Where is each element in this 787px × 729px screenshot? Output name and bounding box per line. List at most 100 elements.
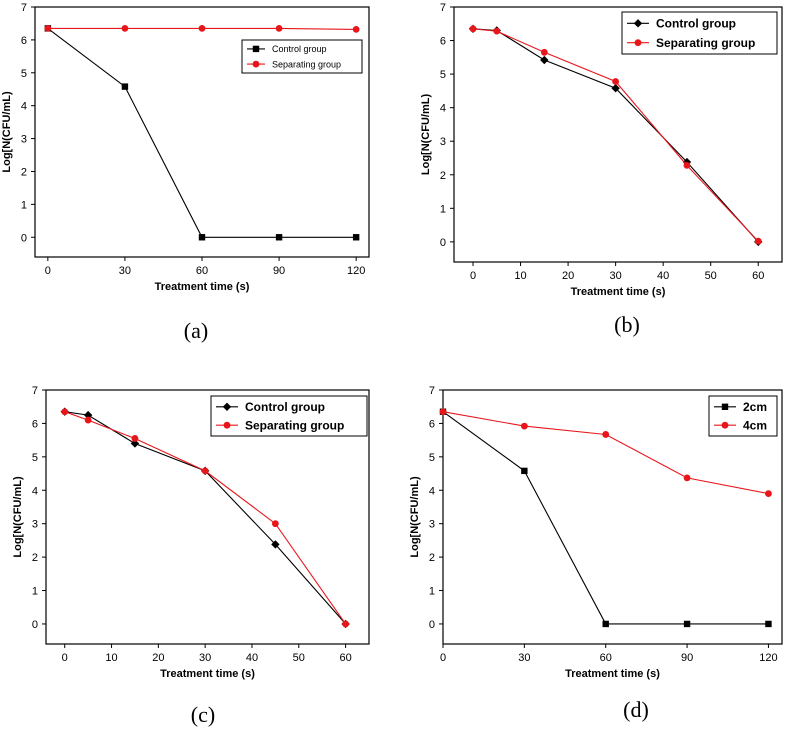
data-point [611,83,620,93]
x-tick-label: 90 [681,652,693,664]
series-line-0 [442,411,769,625]
y-tick-label: 2 [440,170,446,182]
legend-box [621,11,778,55]
series-line-0 [472,28,759,243]
data-point [683,620,691,628]
series-line-1 [64,411,347,625]
chart-panel-c: 0 1 2 3 4 5 6 7 0 10 20 30 40 50 60 Treatment time (s) L… [12,385,370,727]
legend-label: 4cm [743,419,767,433]
data-point [765,490,772,498]
data-point [44,24,52,32]
legend-label: Control group [245,400,325,414]
data-point [198,234,206,241]
legend-marker [223,421,231,429]
x-tick-label: 30 [119,265,131,277]
plot-frame [453,6,783,263]
x-tick-label: 0 [470,270,476,282]
x-tick-label: 50 [705,270,717,282]
x-tick-label: 60 [752,270,764,282]
data-point [198,24,206,32]
data-point [342,620,349,628]
legend-label: Separating group [656,36,755,50]
x-tick-label: 30 [518,652,530,664]
y-tick-label: 3 [429,519,435,531]
x-tick-label: 10 [105,652,117,664]
legend-box [708,395,778,437]
data-point [521,467,528,475]
data-point [61,408,69,416]
y-tick-label: 2 [21,166,27,178]
x-tick-label: 20 [562,270,574,282]
y-axis-label: Log[N(CFU/mL) [12,476,24,558]
data-point [469,25,477,33]
x-tick-label: 60 [339,652,351,664]
data-point [540,55,549,65]
y-tick-label: 4 [32,485,38,497]
y-tick-label: 5 [429,452,435,464]
plot-frame [442,389,783,645]
y-tick-label: 0 [32,619,38,631]
plot-frame [45,389,370,645]
legend-marker [633,19,643,28]
legend-marker [252,45,260,53]
panel-caption: (a) [184,318,208,343]
y-tick-label: 3 [32,519,38,531]
x-tick-label: 0 [440,652,446,664]
legend: Control group Separating group [621,11,778,55]
y-tick-label: 2 [429,552,435,564]
y-tick-label: 1 [429,586,435,598]
y-tick-label: 1 [440,203,446,215]
data-point [754,237,762,245]
data-point [201,467,209,475]
x-axis-label: Treatment time (s) [160,668,255,680]
data-point [602,620,609,628]
legend-marker [252,60,260,68]
chart-panel-d: 0 1 2 3 4 5 6 7 0 30 60 90 120 Treatment time (s) Log[… [409,385,783,722]
x-tick-label: 40 [657,270,669,282]
legend-label: Separating group [272,59,341,69]
chart-panel-b: 0 1 2 3 4 5 6 7 0 10 20 30 40 50 60 Treatment time (s) L… [420,2,783,337]
data-point [439,408,447,416]
legend-marker [721,421,729,429]
data-point [84,416,92,424]
data-point [493,27,501,35]
x-tick-label: 120 [347,265,365,277]
data-point [602,431,610,438]
x-axis-label: Treatment time (s) [155,281,250,293]
y-tick-label: 0 [21,232,27,244]
data-point [121,83,129,90]
legend-marker [634,39,642,47]
legend: Control group Separating group [241,39,363,74]
legend-label: Control group [656,17,736,31]
x-tick-label: 0 [62,652,68,664]
x-tick-label: 10 [514,270,526,282]
y-tick-label: 0 [429,619,435,631]
x-axis-label: Treatment time (s) [571,286,666,298]
chart-panel-a: 0 1 2 3 4 5 6 7 0 30 60 90 120 Treatment time (s) Log[… [1,2,370,343]
data-point [540,48,548,56]
y-tick-label: 3 [21,134,27,146]
y-tick-label: 4 [429,485,435,497]
y-tick-label: 5 [32,452,38,464]
data-point [352,234,360,241]
y-tick-label: 0 [440,237,446,249]
data-point [131,435,139,442]
x-tick-label: 60 [600,652,612,664]
data-point [683,474,691,482]
x-tick-label: 60 [196,265,208,277]
data-point [121,24,129,32]
legend-label: Control group [272,44,327,54]
panel-caption: (d) [623,697,649,722]
x-tick-label: 30 [609,270,621,282]
y-tick-label: 7 [429,385,435,397]
x-tick-label: 20 [152,652,164,664]
panel-caption: (b) [614,312,640,337]
y-axis-label: Log[N(CFU/mL) [420,94,432,176]
legend: Control group Separating group [210,395,368,437]
x-tick-label: 90 [273,265,285,277]
y-tick-label: 3 [440,136,446,148]
data-point [520,422,528,430]
x-tick-label: 40 [246,652,258,664]
